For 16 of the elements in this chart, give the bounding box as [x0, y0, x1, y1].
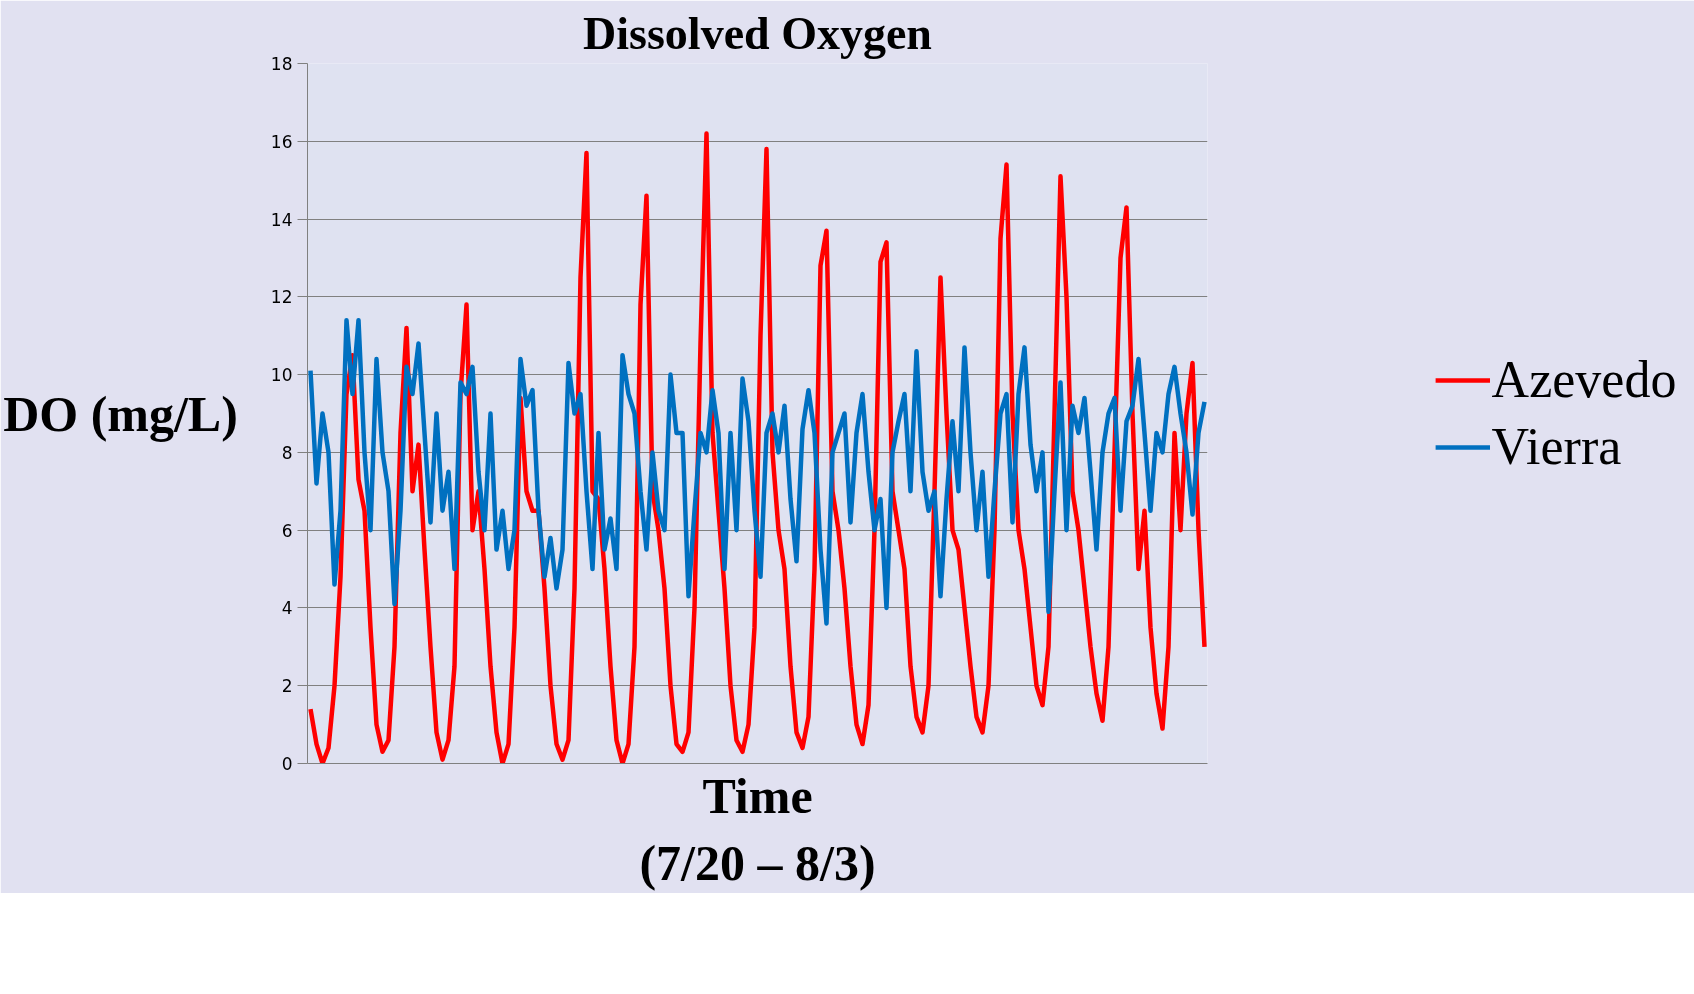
y-tick-label: 18 — [270, 54, 293, 74]
legend-label: Azevedo — [1491, 350, 1677, 409]
y-axis-title: DO (mg/L) — [3, 385, 238, 442]
y-tick-label: 2 — [281, 676, 293, 697]
y-tick-label: 8 — [281, 442, 293, 463]
y-tick-label: 14 — [270, 209, 293, 230]
x-axis-title: Time (7/20 – 8/3) — [639, 767, 876, 891]
y-tick-label: 4 — [281, 598, 293, 619]
chart-title: Dissolved Oxygen — [583, 7, 932, 59]
y-tick-label: 10 — [270, 365, 293, 386]
line-series — [308, 317, 1207, 626]
y-tick-label: 0 — [281, 754, 293, 774]
y-tick-label: 6 — [281, 520, 293, 541]
y-tick-label: 12 — [270, 287, 293, 308]
y-tick-label: 16 — [270, 131, 293, 152]
legend-label: Vierra — [1491, 417, 1622, 476]
